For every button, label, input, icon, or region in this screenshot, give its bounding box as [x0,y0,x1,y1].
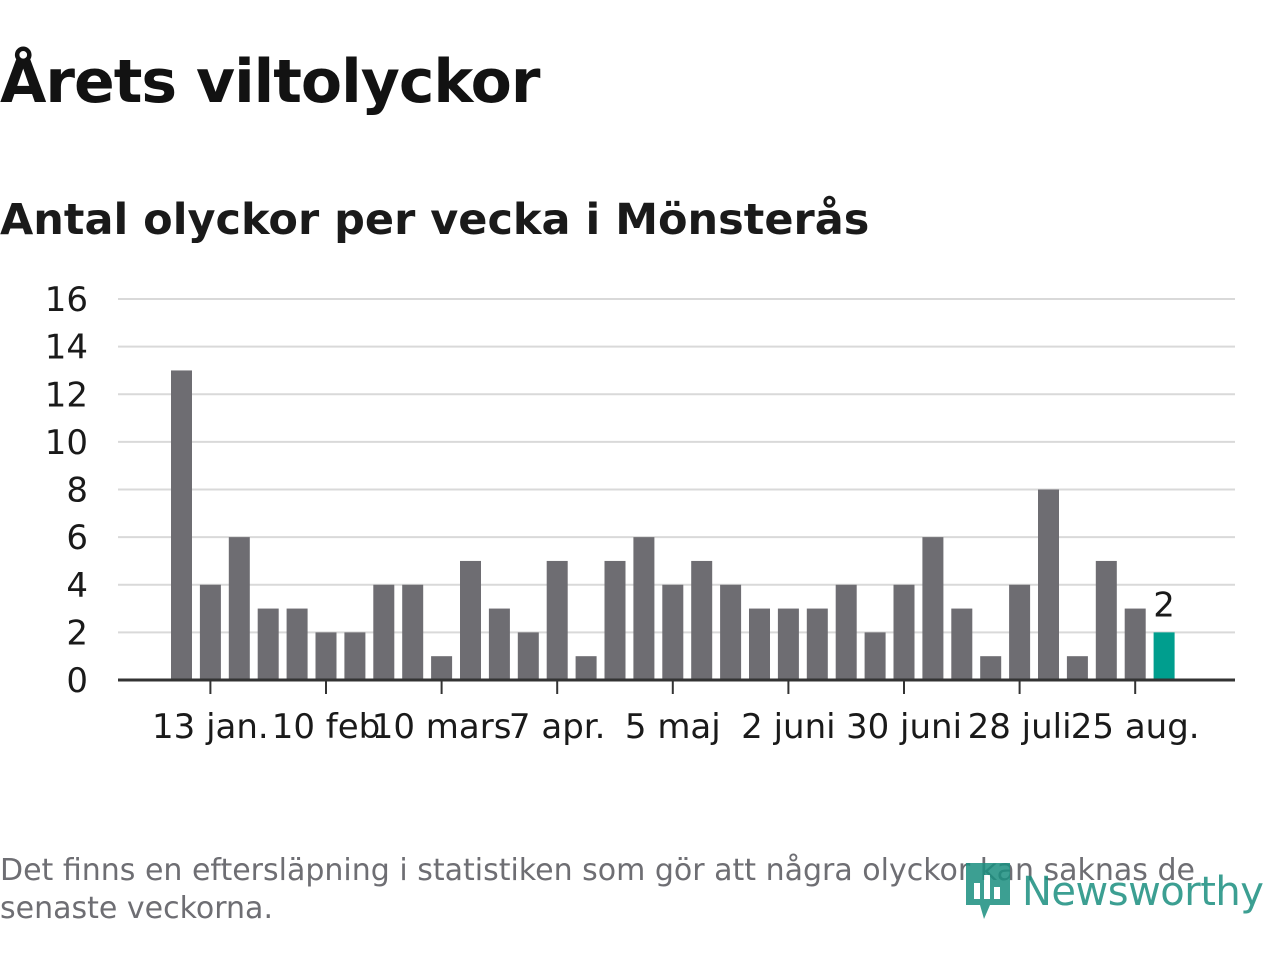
y-tick-label-2: 2 [66,613,88,653]
bar [864,632,886,680]
bar-value-label: 2 [1153,585,1175,625]
bar [980,656,1002,680]
y-tick-label-4: 4 [66,566,88,606]
y-tick-label-14: 14 [45,328,88,368]
bar [315,632,337,680]
y-axis-tick-labels: 0 2 4 6 8 10 12 14 16 [45,280,88,701]
y-tick-label-10: 10 [45,423,88,463]
bar [228,537,250,680]
y-tick-label-6: 6 [66,518,88,558]
x-axis [118,678,1235,694]
bar [402,584,424,680]
newsworthy-logo-icon [966,863,1010,919]
bar [488,608,510,680]
bar [1066,656,1088,680]
y-tick-label-0: 0 [66,661,88,701]
bar [257,608,279,680]
bar [286,608,308,680]
gridlines [118,298,1235,634]
x-tick-label: 7 apr. [509,707,606,747]
bar [546,560,568,680]
chart-title: Årets viltolyckor [0,47,540,117]
bar [517,632,539,680]
y-tick-label-16: 16 [45,280,88,320]
bar [835,584,857,680]
bar [633,537,655,680]
annotations: 2 [1153,585,1175,625]
x-tick-label: 10 mars [372,707,512,747]
y-tick-label-8: 8 [66,471,88,511]
bar-highlighted [1153,632,1175,680]
bar [806,608,828,680]
bar [1095,560,1117,680]
bar [922,537,944,680]
newsworthy-logo: Newsworthy [962,856,1264,928]
x-tick-label: 2 juni [741,707,835,747]
bar [662,584,684,680]
x-tick-label: 25 aug. [1071,707,1200,747]
x-tick-label: 28 juli [968,707,1072,747]
bar [691,560,713,680]
bar [431,656,453,680]
x-tick-label: 30 juni [846,707,962,747]
bar [893,584,915,680]
bars [171,370,1175,680]
y-tick-label-12: 12 [45,375,88,415]
bar [373,584,395,680]
x-tick-label: 13 jan. [152,707,269,747]
newsworthy-logo-text: Newsworthy [1022,869,1264,915]
bar [199,584,221,680]
bar [171,370,192,680]
bar [460,560,481,680]
bar [575,656,597,680]
bar [344,632,366,680]
bar [777,608,799,680]
bar [1124,608,1146,680]
bar [604,560,626,680]
x-tick-label: 10 feb [272,707,381,747]
bar [1009,584,1031,680]
chart-subtitle: Antal olyckor per vecka i Mönsterås [0,195,870,245]
bar [951,608,973,680]
bar [720,584,742,680]
bar [749,608,770,680]
x-tick-label: 5 maj [625,707,721,747]
bar [1038,489,1059,680]
